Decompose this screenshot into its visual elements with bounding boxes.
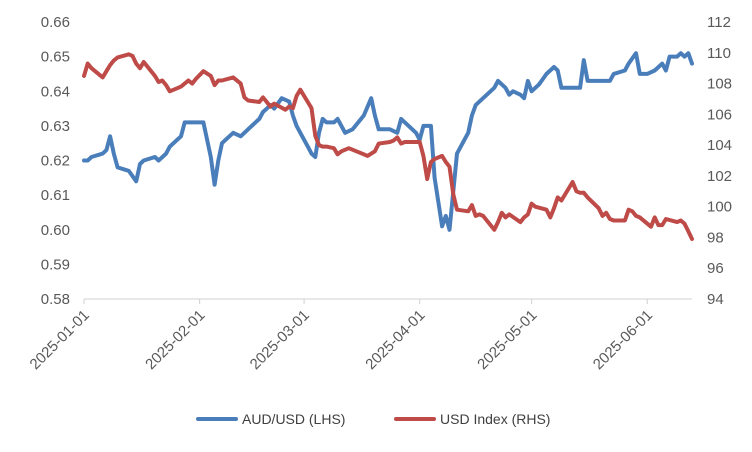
y-right-tick-label: 98 (707, 229, 724, 246)
legend-label: AUD/USD (LHS) (242, 411, 345, 427)
y-right-tick-label: 110 (707, 45, 731, 62)
y-left-tick-label: 0.63 (41, 118, 70, 135)
y-left-tick-label: 0.58 (41, 291, 70, 308)
series-line-aud-usd (82, 51, 694, 232)
y-left-tick-label: 0.61 (41, 187, 70, 204)
series-line-usd-index (82, 52, 694, 241)
y-right-tick-label: 112 (707, 14, 731, 31)
legend: AUD/USD (LHS) USD Index (RHS) (196, 411, 550, 427)
y-right-tick-label: 104 (707, 137, 732, 154)
y-right-tick-label: 96 (707, 260, 724, 277)
legend-label: USD Index (RHS) (440, 411, 550, 427)
y-right-tick-label: 108 (707, 76, 732, 93)
y-left-tick-label: 0.59 (41, 256, 70, 273)
y-right-tick-label: 102 (707, 168, 732, 185)
y-right-tick-label: 94 (707, 291, 724, 308)
y-left-tick-label: 0.62 (41, 153, 70, 170)
y-right-tick-label: 100 (707, 199, 732, 216)
y-left-tick-label: 0.64 (41, 83, 70, 100)
y-left-tick-label: 0.65 (41, 49, 70, 66)
y-left-tick-label: 0.60 (41, 222, 70, 239)
y-left-tick-label: 0.66 (41, 14, 70, 31)
series-lines (82, 51, 694, 241)
y-right-tick-label: 106 (707, 106, 732, 123)
